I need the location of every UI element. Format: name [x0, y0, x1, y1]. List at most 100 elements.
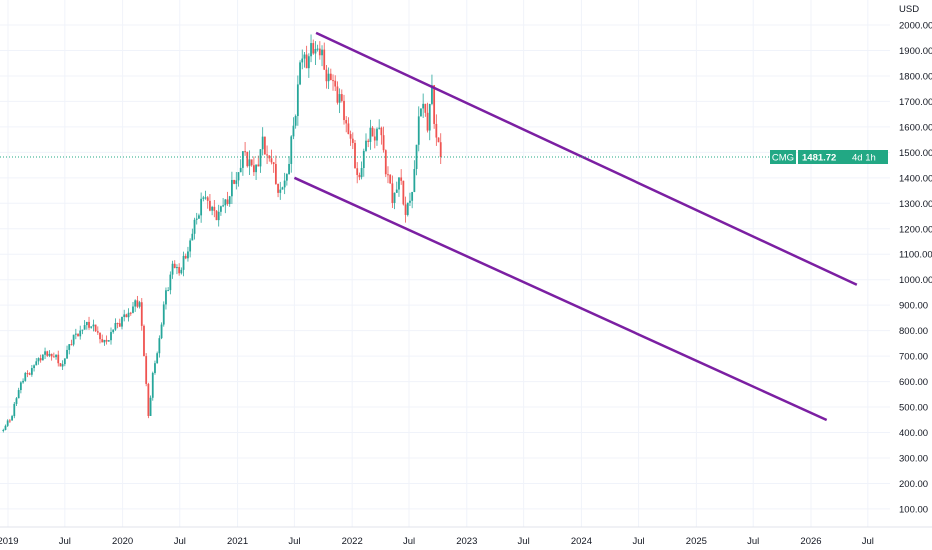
candle-body: [336, 86, 339, 103]
candle-body: [439, 142, 442, 157]
candle-body: [178, 267, 181, 274]
candle-body: [343, 100, 345, 121]
candle-body: [110, 332, 112, 341]
symbol-price-tag: CMG 1481.72 4d 1h: [770, 150, 888, 165]
channel-trendline[interactable]: [293, 176, 828, 422]
candle-body: [2, 429, 5, 431]
candle-body: [279, 189, 282, 193]
candle-body: [288, 163, 290, 175]
candle-body: [112, 329, 115, 333]
candle-body: [202, 197, 205, 199]
trendlines[interactable]: [293, 31, 858, 422]
candle-body: [248, 159, 251, 167]
candle-body: [318, 48, 321, 56]
x-tick-label: Jul: [518, 536, 530, 547]
x-tick-label: Jul: [59, 536, 71, 547]
candle-body: [231, 179, 233, 197]
candle-body: [380, 127, 383, 136]
last-price-text: 1481.72: [802, 153, 836, 164]
candle-body: [143, 325, 145, 357]
candle-body: [356, 168, 359, 175]
candle-body: [92, 324, 95, 327]
candle-body: [136, 300, 139, 307]
candle-body: [244, 151, 246, 153]
candle-body: [200, 198, 203, 216]
candle-body: [296, 84, 299, 117]
candle-body: [398, 177, 400, 190]
candle-body: [22, 380, 24, 383]
candle-body: [261, 136, 264, 150]
candle-body: [180, 269, 183, 274]
candle-body: [37, 358, 40, 362]
x-tick-label: 2026: [800, 536, 821, 547]
candle-body: [193, 219, 196, 234]
candle-body: [270, 158, 273, 163]
candle-body: [132, 306, 134, 313]
candle-body: [48, 353, 51, 356]
x-tick-label: Jul: [632, 536, 644, 547]
candle-body: [66, 349, 68, 359]
channel-trendline[interactable]: [315, 31, 858, 286]
candle-body: [400, 177, 403, 181]
candle-body: [389, 174, 392, 184]
y-tick-label: 200.00: [899, 479, 928, 490]
candle-body: [156, 353, 159, 364]
candle-body: [433, 85, 436, 124]
candle-body: [81, 329, 84, 331]
y-tick-label: 1100.00: [899, 250, 932, 261]
candle-body: [79, 330, 82, 337]
candle-body: [301, 58, 304, 63]
candle-body: [274, 164, 277, 184]
y-tick-label: 1600.00: [899, 122, 932, 133]
candle-body: [292, 125, 295, 137]
candle-body: [237, 172, 240, 181]
x-tick-label: Jul: [862, 536, 874, 547]
candle-body: [290, 136, 293, 164]
y-tick-label: 800.00: [899, 326, 928, 337]
candle-body: [169, 274, 172, 291]
candle-body: [272, 162, 275, 165]
candle-body: [321, 49, 323, 56]
candle-body: [158, 338, 161, 354]
candle-body: [101, 339, 104, 343]
last-price-tag: [798, 150, 888, 165]
candle-body: [35, 361, 38, 366]
candle-body: [4, 425, 7, 430]
candle-body: [103, 339, 106, 343]
candle-body: [411, 191, 414, 201]
candle-body: [268, 155, 271, 159]
candle-body: [378, 127, 381, 129]
y-tick-label: 2000.00: [899, 21, 932, 32]
symbol-tag: [770, 150, 796, 165]
candle-body: [154, 363, 156, 373]
candle-body: [345, 120, 348, 124]
candle-body: [283, 180, 286, 188]
candle-body: [41, 354, 44, 361]
candle-body: [420, 108, 422, 117]
candle-body: [24, 373, 27, 381]
time-axis[interactable]: 2019 Jul 2020 Jul 2021 Jul 2022 Jul 2023 Jul 2024 J…: [0, 536, 874, 547]
candle-body: [347, 123, 350, 135]
candle-body: [435, 123, 438, 138]
candle-body: [360, 168, 363, 178]
candle-body: [327, 73, 330, 82]
candle-body: [107, 340, 110, 342]
candle-body: [162, 304, 165, 325]
candle-body: [316, 48, 319, 50]
candle-body: [215, 210, 218, 221]
y-tick-label: 300.00: [899, 453, 928, 464]
candle-body: [125, 314, 128, 318]
candle-body: [187, 251, 189, 259]
candle-body: [351, 138, 354, 143]
candle-body: [371, 127, 374, 137]
price-axis[interactable]: 2000.00 1900.00 1800.00 1700.00 1600.00 1500.…: [899, 21, 932, 516]
currency-label: USD: [899, 4, 919, 15]
y-tick-label: 1700.00: [899, 97, 932, 108]
candle-body: [246, 151, 249, 167]
candle-body: [121, 317, 123, 327]
candle-body: [387, 174, 389, 176]
candle-body: [431, 85, 433, 104]
candle-body: [349, 134, 352, 139]
candle-body: [391, 183, 394, 203]
